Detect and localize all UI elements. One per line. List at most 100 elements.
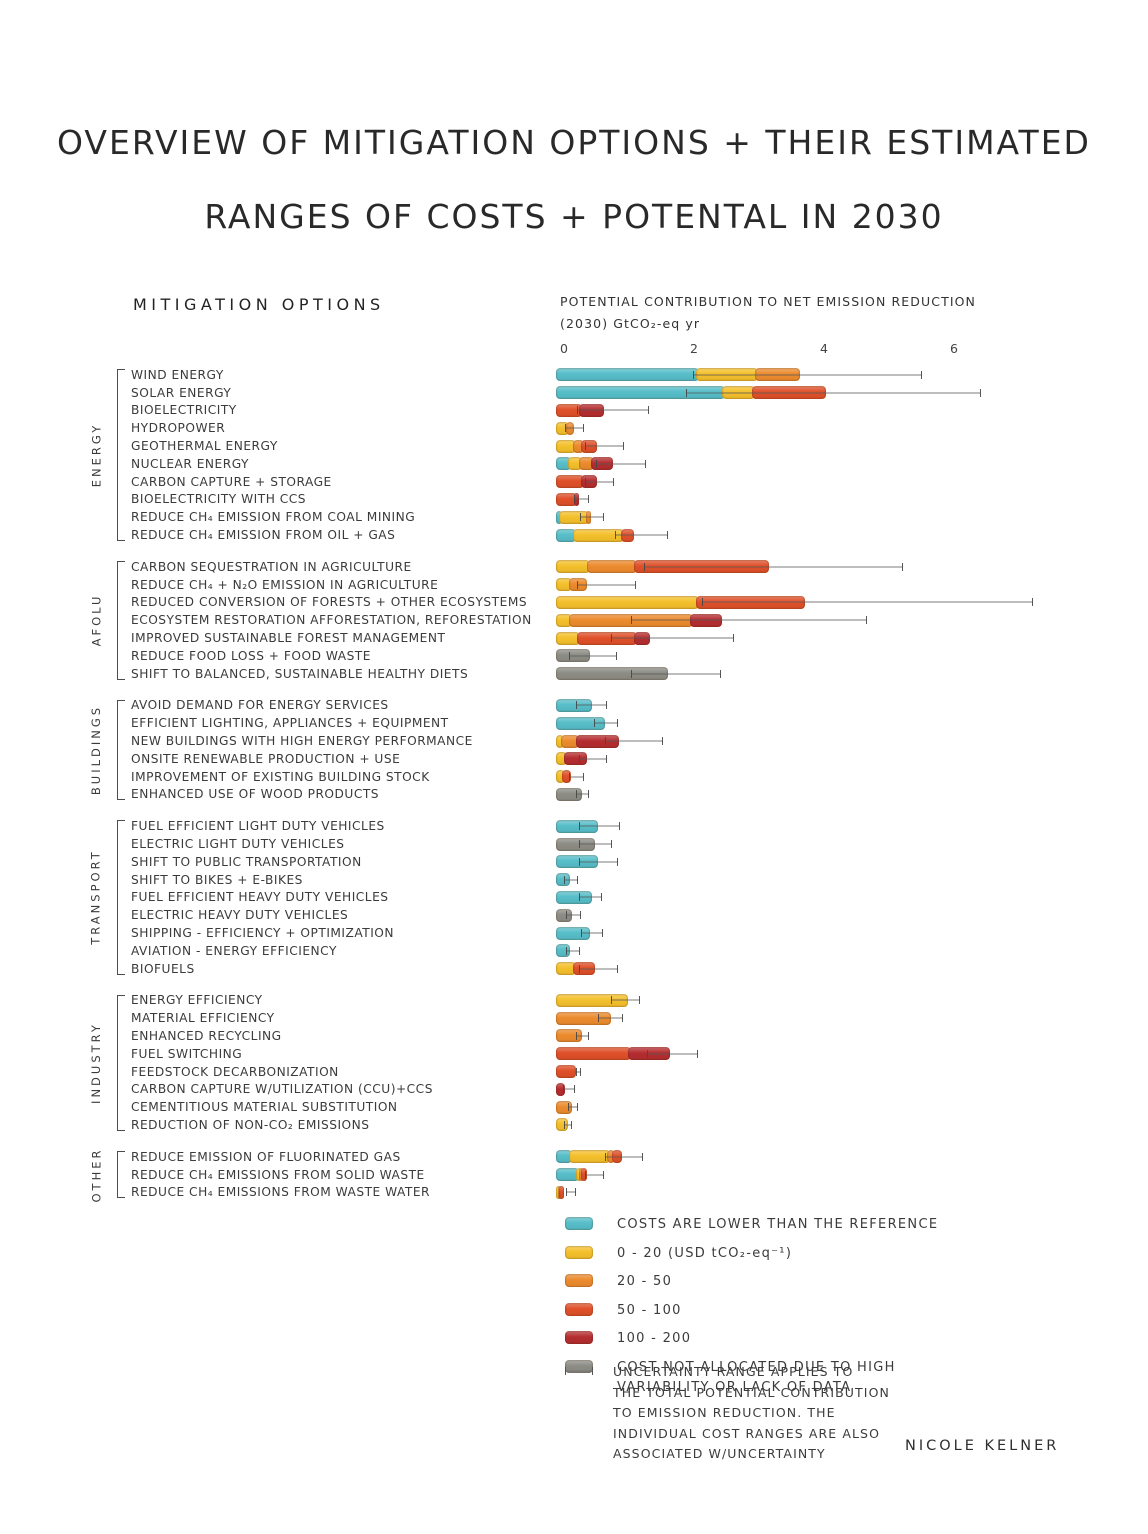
row-label: ELECTRIC HEAVY DUTY VEHICLES (131, 908, 349, 923)
stacked-bar (556, 770, 571, 784)
group-label-energy: ENERGY (86, 366, 106, 544)
stacked-bar (556, 1011, 612, 1025)
x-axis-tick-label: 6 (950, 341, 958, 356)
mitigation-row: REDUCED CONVERSION OF FORESTS + OTHER EC… (0, 594, 1148, 612)
legend-swatch-cost_50_100 (565, 1302, 593, 1316)
bar-segment-cost_0_20 (575, 1168, 583, 1182)
bar-track (556, 558, 1116, 576)
title-line-2: RANGES OF COSTS + POTENTAL IN 2030 (204, 197, 944, 236)
row-label: SHIPPING - EFFICIENCY + OPTIMIZATION (131, 926, 395, 940)
uncertainty-range-icon (565, 1362, 613, 1465)
uncertainty-whisker (593, 719, 618, 728)
bar-segment-cost_0_20 (556, 993, 628, 1007)
bar-track (556, 576, 1116, 594)
row-label: REDUCE CH₄ EMISSIONS FROM SOLID WASTE (131, 1167, 425, 1182)
bar-track (556, 750, 1116, 768)
mitigation-row: ELECTRIC HEAVY DUTY VEHICLES (0, 906, 1148, 924)
uncertainty-whisker (604, 737, 664, 746)
uncertainty-whisker (692, 370, 922, 379)
uncertainty-whisker (702, 598, 1033, 607)
uncertainty-whisker (580, 513, 605, 522)
mitigation-row: ENHANCED RECYCLING (0, 1027, 1148, 1045)
bar-track (556, 473, 1116, 491)
mitigation-row: FUEL SWITCHING (0, 1045, 1148, 1063)
group-label-text: AFOLU (89, 593, 104, 647)
mitigation-row: CARBON SEQUESTRATION IN AGRICULTURE (0, 558, 1148, 576)
category-group-energy: ENERGY WIND ENERGY SOLAR ENERGY BIOELECTRIC… (0, 366, 1148, 544)
mitigation-options-header: MITIGATION OPTIONS (133, 295, 385, 314)
chart-rows: ENERGY WIND ENERGY SOLAR ENERGY BIOELECTRIC… (0, 366, 1148, 1215)
bar-track (556, 1027, 1116, 1045)
legend-label: COST NOT ALLOCATED DUE TO HIGH VARIABILI… (617, 1359, 896, 1395)
row-label: MATERIAL EFFICIENCY (131, 1011, 275, 1026)
mitigation-row: AVOID DEMAND FOR ENERGY SERVICES (0, 697, 1148, 715)
bar-track (556, 665, 1116, 683)
legend-swatch-cost_20_50 (565, 1274, 593, 1287)
uncertainty-whisker (578, 893, 603, 902)
mitigation-row: FUEL EFFICIENT HEAVY DUTY VEHICLES (0, 889, 1148, 907)
row-label: NUCLEAR ENERGY (131, 456, 249, 471)
bar-segment-cost_50_100 (556, 1047, 632, 1061)
bar-segment-cost_0_20 (556, 578, 572, 592)
uncertainty-whisker (598, 1014, 623, 1023)
row-label: FUEL EFFICIENT HEAVY DUTY VEHICLES (131, 890, 389, 905)
bar-segment-cost_0_20 (572, 528, 624, 542)
uncertainty-whisker (647, 1049, 698, 1058)
bar-track (556, 697, 1116, 715)
bar-track (556, 889, 1116, 907)
uncertainty-whisker (565, 911, 582, 920)
row-label: REDUCE FOOD LOSS + FOOD WASTE (131, 648, 371, 663)
right-header-line-2: (2030) GtCO₂-eq yr (560, 316, 701, 331)
bar-track (556, 732, 1116, 750)
mitigation-row: BIOFUELS (0, 960, 1148, 978)
legend-label: COSTS ARE LOWER THAN THE REFERENCE (617, 1217, 939, 1232)
group-label-text: INDUSTRY (89, 1021, 103, 1104)
legend-item-cost_50_100: 50 - 100 (565, 1301, 962, 1321)
category-group-buildings: BUILDINGS AVOID DEMAND FOR ENERGY SERVICE… (0, 697, 1148, 804)
row-label: REDUCE EMISSION OF FLUORINATED GAS (131, 1149, 401, 1164)
mitigation-row: WIND ENERGY (0, 366, 1148, 384)
uncertainty-whisker (630, 616, 867, 625)
uncertainty-whisker (585, 442, 625, 451)
category-group-industry: INDUSTRY ENERGY EFFICIENCY MATERIAL EFFICI… (0, 992, 1148, 1134)
bar-segment-cost_50_100 (559, 1185, 565, 1199)
bar-segment-cost_50_100 (562, 770, 571, 784)
mitigation-row: REDUCE CH₄ EMISSIONS FROM SOLID WASTE (0, 1166, 1148, 1184)
note-line: TO EMISSION REDUCTION. THE (613, 1405, 836, 1420)
row-label: EFFICIENT LIGHTING, APPLIANCES + EQUIPME… (131, 716, 449, 731)
group-label-text: TRANSPORT (89, 849, 104, 946)
mitigation-row: SHIFT TO PUBLIC TRANSPORTATION (0, 853, 1148, 871)
stacked-bar (556, 1082, 566, 1096)
mitigation-row: BIOELECTRICITY WITH CCS (0, 491, 1148, 509)
row-label: WIND ENERGY (131, 367, 224, 382)
stacked-bar (556, 716, 605, 730)
bar-segment-reference (556, 368, 699, 382)
mitigation-row: FUEL EFFICIENT LIGHT DUTY VEHICLES (0, 817, 1148, 835)
bar-segment-cost_0_20 (556, 752, 568, 766)
bar-segment-cost_0_20 (556, 631, 581, 645)
uncertainty-whisker (585, 477, 614, 486)
bar-segment-cost_20_50 (572, 439, 584, 453)
bar-track (556, 647, 1116, 665)
category-group-afolu: AFOLU CARBON SEQUESTRATION IN AGRICULTURE… (0, 558, 1148, 683)
bar-segment-cost_20_50 (560, 734, 579, 748)
row-label: ELECTRIC LIGHT DUTY VEHICLES (131, 837, 345, 852)
bar-segment-reference (556, 528, 576, 542)
stacked-bar (556, 1185, 565, 1199)
row-label: BIOFUELS (131, 961, 195, 976)
uncertainty-whisker (577, 406, 649, 415)
bar-segment-cost_50_100 (556, 1065, 576, 1079)
row-label: REDUCTION OF NON-CO₂ EMISSIONS (131, 1117, 370, 1132)
uncertainty-whisker (575, 1067, 581, 1076)
row-label: REDUCE CH₄ EMISSION FROM COAL MINING (131, 510, 416, 525)
artist-signature: NICOLE KELNER (905, 1438, 1060, 1454)
uncertainty-whisker (578, 822, 621, 831)
row-label: BIOELECTRICITY (131, 403, 237, 418)
bar-track (556, 402, 1116, 420)
bar-track (556, 1148, 1116, 1166)
bar-segment-cost_0_20 (556, 595, 699, 609)
bar-track (556, 1045, 1116, 1063)
bar-track (556, 906, 1116, 924)
bar-track (556, 871, 1116, 889)
bar-segment-cost_0_20 (567, 457, 583, 471)
